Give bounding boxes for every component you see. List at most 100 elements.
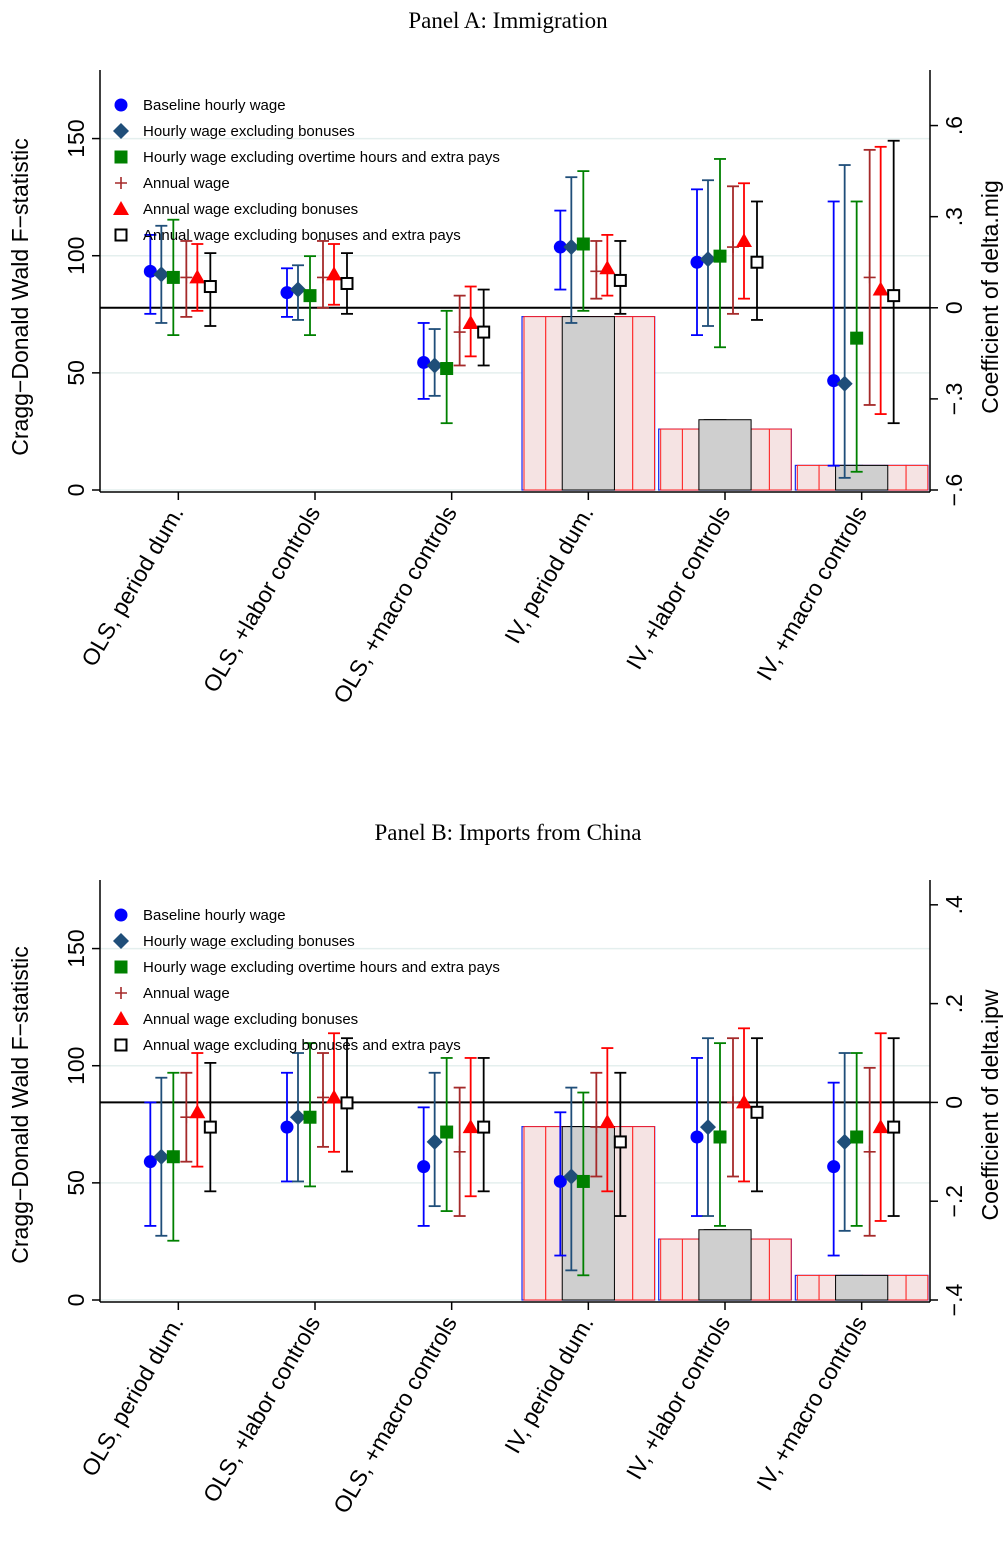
panel-b-y2-tick-label: −.4 (941, 1283, 967, 1316)
panel-b-legend-label: Baseline hourly wage (143, 907, 286, 924)
panel-a-point (576, 237, 590, 251)
panel-b-title: Panel B: Imports from China (374, 820, 641, 845)
panel-a-y2-tick-label: −.6 (941, 474, 967, 507)
panel-b-legend-label: Annual wage (143, 985, 230, 1002)
panel-b-x-tick-label: IV, +macro controls (751, 1312, 872, 1495)
panel-a-point (180, 271, 193, 284)
panel-b-bar-inner (632, 1126, 655, 1301)
panel-b-x-tick-label: OLS, period dum. (76, 1312, 189, 1481)
panel-a-point (750, 255, 764, 269)
panel-a-bar-inner (768, 428, 792, 491)
panel-b-point (599, 1114, 616, 1129)
panel-b-point (326, 1089, 342, 1104)
panel-a-point (613, 273, 627, 287)
panel-a-point (553, 240, 567, 254)
panel-b-point (713, 1130, 727, 1144)
panel-a-bar-inner (796, 464, 820, 491)
panel-b-point (563, 1168, 580, 1185)
panel-a-point (166, 270, 180, 284)
panel-a-legend-label: Hourly wage excluding bonuses (143, 123, 355, 140)
panel-a-point (340, 276, 354, 290)
panel-b-point (887, 1120, 901, 1134)
panel-a-point (326, 266, 342, 281)
panel-a-point (863, 271, 876, 284)
panel-a-y2-tick-label: −.3 (941, 383, 967, 416)
panel-b-y2-axis-label: Coefficient of delta.ipw (977, 989, 1003, 1220)
panel-b-point (417, 1160, 431, 1174)
panel-a-x-tick-label: OLS, period dum. (76, 502, 189, 671)
panel-a-point (303, 289, 317, 303)
panel-b-point (453, 1145, 466, 1158)
panel-b-point (426, 1133, 443, 1150)
panel-a-bar-inner (523, 316, 547, 491)
panel-b-y-tick-label: 150 (63, 929, 89, 967)
panel-b-bar-inner (523, 1126, 547, 1301)
panel-b-legend-label: Hourly wage excluding bonuses (143, 933, 355, 950)
panel-a-point (426, 357, 443, 374)
panel-a-bar-inner (632, 316, 655, 491)
panel-a-point (850, 331, 864, 345)
panel-b-bar-inner (905, 1274, 929, 1301)
panel-b-y-tick-label: 100 (63, 1047, 89, 1085)
panel-a-point (836, 375, 853, 392)
panel-b-y2-tick-label: −.2 (941, 1185, 967, 1218)
panel-a-title: Panel A: Immigration (408, 8, 608, 33)
panel-a-point (477, 325, 491, 339)
panel-a-bar-center (561, 316, 615, 491)
panel-b-bar-inner (796, 1274, 820, 1301)
panel-b-point (290, 1109, 306, 1126)
panel-b-x-tick-label: OLS, +labor controls (198, 1312, 326, 1507)
panel-b-y2-tick-label: 0 (941, 1096, 967, 1109)
panel-a-y-tick-label: 150 (63, 119, 89, 157)
panel-a-point (713, 249, 727, 263)
panel-a-point (440, 362, 454, 376)
panel-a-legend-marker (113, 201, 129, 215)
panel-b-point (863, 1145, 876, 1158)
panel-b-legend-marker (114, 908, 128, 922)
panel-a-legend-marker (115, 177, 127, 189)
panel-a-legend-marker (113, 123, 129, 139)
panel-a-x-tick-label: IV, +labor controls (621, 502, 735, 674)
panel-b-point (576, 1174, 590, 1188)
panel-a-point (872, 281, 889, 296)
panel-b-point (340, 1096, 354, 1110)
panel-b-legend-label: Annual wage excluding bonuses (143, 1011, 358, 1028)
panel-a-point (736, 232, 752, 247)
panel-b-point (477, 1120, 491, 1134)
panel-a-legend-label: Annual wage (143, 175, 230, 192)
panel-b-point (143, 1155, 157, 1169)
panel-b-point (736, 1094, 752, 1109)
panel-b-point (203, 1120, 217, 1134)
panel-b-y2-tick-label: .4 (941, 895, 967, 914)
panel-a-point (700, 251, 716, 268)
panel-a-legend-marker (114, 150, 128, 164)
panel-b-y-tick-label: 50 (63, 1170, 89, 1196)
panel-a-legend-label: Annual wage excluding bonuses and extra … (143, 227, 461, 244)
panel-b-point (690, 1130, 704, 1144)
panel-b-bar-inner (768, 1238, 792, 1301)
panel-b-point (440, 1125, 454, 1139)
panel-a-point (189, 269, 206, 284)
panel-a-x-tick-label: IV, +macro controls (751, 502, 872, 685)
panel-b-point (553, 1174, 567, 1188)
panel-a-point (462, 314, 479, 329)
panel-b-point (280, 1120, 294, 1134)
panel-b-legend-marker (114, 1038, 128, 1052)
panel-a-point (290, 281, 306, 298)
panel-b-bar-center (835, 1274, 889, 1301)
panel-a-y-tick-label: 0 (63, 484, 89, 497)
panel-a-y2-tick-label: .3 (941, 207, 967, 226)
panel-b-y2-tick-label: .2 (941, 994, 967, 1013)
panel-a-y2-tick-label: 0 (941, 301, 967, 314)
panel-b-point (700, 1119, 716, 1136)
panel-b-point (750, 1105, 764, 1119)
panel-a-y-axis-label: Cragg−Donald Wald F−statistic (7, 138, 33, 455)
panel-a-bar-center (698, 419, 752, 491)
panel-a-legend-label: Annual wage excluding bonuses (143, 201, 358, 218)
panel-a-point (599, 260, 616, 275)
panel-b-point (317, 1091, 329, 1104)
panel-b-point (850, 1130, 864, 1144)
panel-b-bar-center (698, 1229, 752, 1301)
